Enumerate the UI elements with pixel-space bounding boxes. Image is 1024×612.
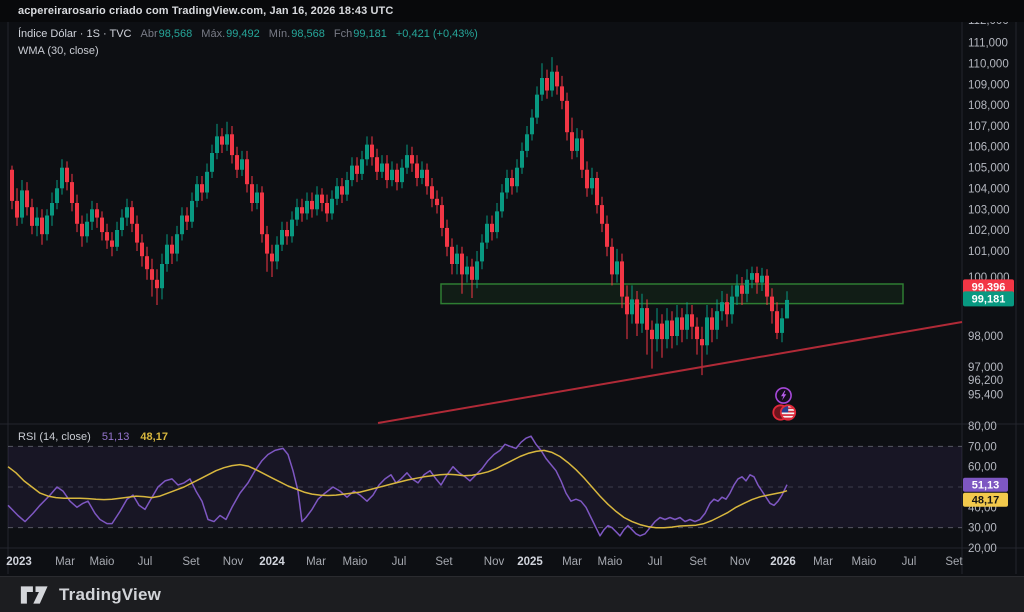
svg-text:Nov: Nov — [484, 556, 505, 568]
rsi-value: 51,13 — [101, 431, 130, 443]
change-text: +0,421 (+0,43%) — [395, 28, 478, 40]
svg-text:Maio: Maio — [852, 556, 877, 568]
tradingview-logo-icon[interactable] — [20, 585, 51, 605]
us-flag-events-icon[interactable] — [771, 403, 798, 427]
svg-text:Maio: Maio — [90, 556, 115, 568]
svg-text:30,00: 30,00 — [968, 523, 997, 535]
ohlc-low: Mín. 98,568 — [268, 28, 325, 40]
ohlc-close: Fch 99,181 — [333, 28, 387, 40]
svg-text:80,00: 80,00 — [968, 421, 997, 433]
svg-text:96,200: 96,200 — [968, 375, 1003, 387]
svg-text:Mar: Mar — [306, 556, 326, 568]
ohlc-high: Máx. 99,492 — [201, 28, 260, 40]
svg-text:Nov: Nov — [223, 556, 244, 568]
svg-text:99,396: 99,396 — [972, 282, 1006, 294]
svg-text:Maio: Maio — [343, 556, 368, 568]
rsi-title[interactable]: RSI (14, close) — [18, 431, 91, 443]
trendline[interactable] — [377, 321, 963, 424]
frame-lines — [0, 22, 1024, 574]
ohlc-open: Abr 98,568 — [140, 28, 193, 40]
svg-text:Jul: Jul — [902, 556, 917, 568]
svg-text:Set: Set — [689, 556, 707, 568]
svg-text:101,000: 101,000 — [968, 246, 1010, 258]
rsi-legend[interactable]: RSI (14, close) 51,13 48,17 — [18, 431, 176, 443]
svg-text:111,000: 111,000 — [968, 38, 1008, 50]
candles-layer[interactable] — [10, 57, 789, 376]
svg-text:Jul: Jul — [138, 556, 153, 568]
svg-text:Jul: Jul — [392, 556, 407, 568]
footer-bar: TradingView — [0, 576, 1024, 612]
rectangle-zone[interactable] — [440, 283, 904, 305]
flash-icon[interactable] — [774, 386, 793, 410]
svg-text:Set: Set — [435, 556, 453, 568]
svg-text:105,000: 105,000 — [968, 163, 1010, 175]
svg-text:20,00: 20,00 — [968, 543, 997, 555]
svg-text:2023: 2023 — [6, 556, 32, 568]
svg-text:103,000: 103,000 — [968, 204, 1010, 216]
svg-text:Nov: Nov — [730, 556, 751, 568]
svg-text:108,000: 108,000 — [968, 100, 1010, 112]
last-price-label: 99,181 — [963, 291, 1014, 307]
rsi-signal-label: 48,17 — [963, 492, 1008, 507]
svg-text:Mar: Mar — [562, 556, 582, 568]
svg-text:95,400: 95,400 — [968, 389, 1003, 401]
tradingview-logo-text[interactable]: TradingView — [59, 584, 162, 604]
svg-text:97,000: 97,000 — [968, 362, 1003, 374]
rsi-value-label: 51,13 — [963, 477, 1008, 492]
attribution-bar: acpereirarosario criado com TradingView.… — [0, 0, 1024, 22]
symbol-legend-row: Índice Dólar · 1S · TVC Abr 98,568 Máx. 99… — [18, 27, 478, 41]
svg-text:Jul: Jul — [648, 556, 663, 568]
svg-text:51,13: 51,13 — [972, 480, 1000, 492]
svg-text:106,000: 106,000 — [968, 142, 1010, 154]
svg-text:48,17: 48,17 — [972, 495, 1000, 507]
svg-text:102,000: 102,000 — [968, 225, 1010, 237]
svg-text:2025: 2025 — [517, 556, 543, 568]
wma-indicator-legend[interactable]: WMA (30, close) — [18, 45, 99, 57]
svg-text:107,000: 107,000 — [968, 121, 1010, 133]
svg-text:Set: Set — [182, 556, 200, 568]
attribution-text: acpereirarosario criado com TradingView.… — [18, 5, 394, 17]
svg-text:99,181: 99,181 — [972, 294, 1006, 306]
rsi-signal-value: 48,17 — [140, 431, 168, 443]
rsi-pane[interactable] — [7, 435, 962, 537]
svg-text:2026: 2026 — [770, 556, 796, 568]
svg-text:Mar: Mar — [55, 556, 75, 568]
price-label-upper: 99,396 — [963, 279, 1014, 295]
rsi-line — [7, 435, 788, 537]
svg-text:110,000: 110,000 — [968, 58, 1009, 70]
svg-text:70,00: 70,00 — [968, 441, 997, 453]
symbol-title[interactable]: Índice Dólar · 1S · TVC — [18, 28, 132, 40]
time-axis[interactable]: 2023 Mar Maio Jul Set Nov 2024 Mar Maio Jul Set Nov… — [6, 556, 963, 568]
svg-text:Set: Set — [945, 556, 963, 568]
svg-text:Maio: Maio — [598, 556, 623, 568]
svg-text:104,000: 104,000 — [968, 183, 1010, 195]
svg-text:2024: 2024 — [259, 556, 285, 568]
rsi-signal-line — [7, 449, 788, 529]
symbol-legend[interactable]: Índice Dólar · 1S · TVC Abr 98,568 Máx. 99… — [18, 27, 478, 58]
svg-text:109,000: 109,000 — [968, 79, 1010, 91]
svg-text:60,00: 60,00 — [968, 462, 997, 474]
svg-text:Mar: Mar — [813, 556, 833, 568]
chart-canvas[interactable]: 112,000111,000110,000109,000108,000107,0… — [0, 0, 1024, 576]
svg-text:98,000: 98,000 — [968, 331, 1003, 343]
